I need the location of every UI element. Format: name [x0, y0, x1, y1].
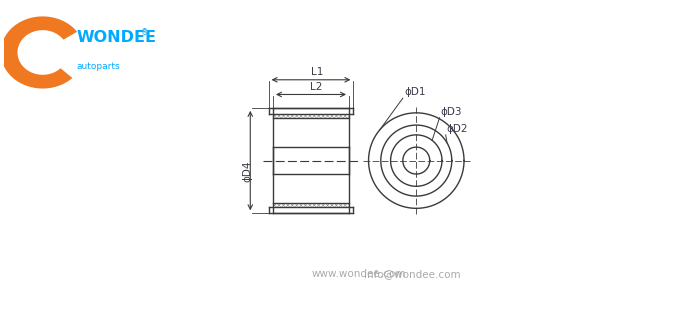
Text: ®: ® — [141, 28, 148, 38]
Text: www.wondee.com: www.wondee.com — [312, 269, 406, 280]
Text: ϕD1: ϕD1 — [404, 87, 426, 97]
Text: info@wondee.com: info@wondee.com — [364, 269, 461, 280]
Text: ϕD2: ϕD2 — [447, 124, 468, 134]
Text: autoparts: autoparts — [76, 62, 120, 71]
Polygon shape — [1, 17, 77, 88]
Text: ϕD3: ϕD3 — [440, 107, 462, 117]
Text: WONDEE: WONDEE — [76, 30, 156, 45]
Text: L1: L1 — [311, 67, 323, 77]
Text: ϕD4: ϕD4 — [243, 161, 253, 182]
Text: L2: L2 — [309, 81, 322, 92]
